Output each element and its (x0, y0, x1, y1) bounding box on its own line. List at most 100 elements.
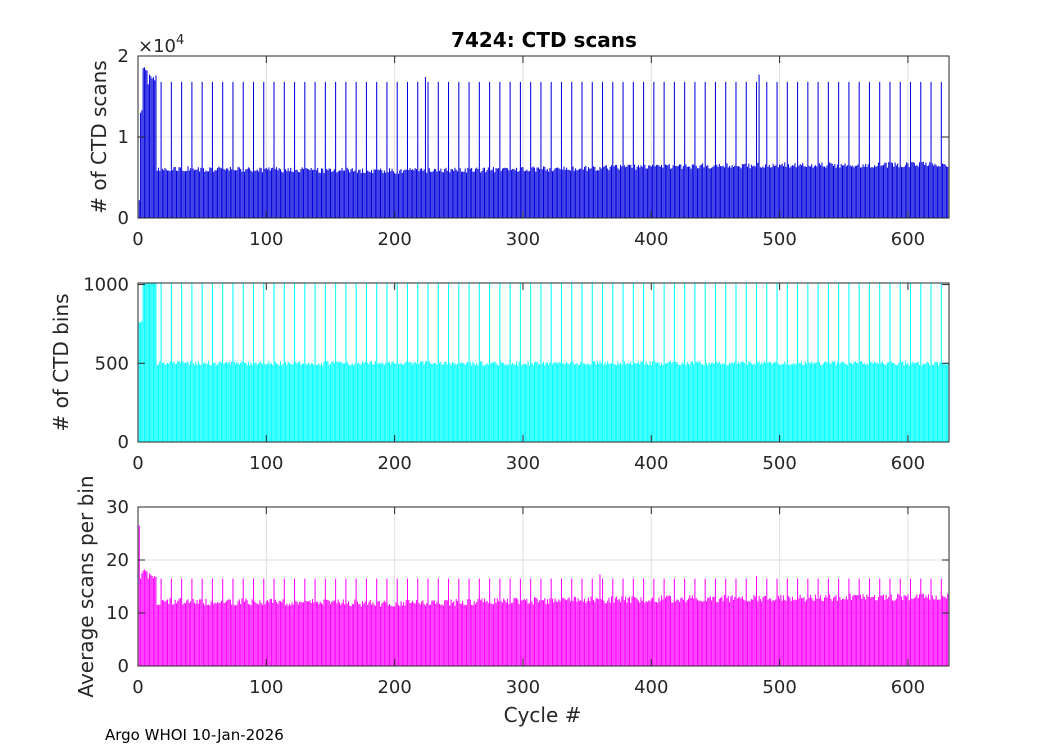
data-bar (544, 166, 546, 218)
data-bar (260, 362, 262, 442)
data-bar (246, 168, 248, 218)
data-bar (868, 283, 870, 442)
data-bar (566, 167, 568, 218)
data-bar (435, 363, 437, 442)
data-bar (483, 365, 485, 442)
data-bar (752, 166, 754, 218)
data-bar (482, 365, 484, 442)
data-bar (242, 81, 244, 218)
data-bar (804, 361, 806, 442)
data-bar (346, 167, 348, 218)
data-bar (906, 162, 908, 218)
data-bar (838, 81, 840, 218)
data-bar (832, 165, 835, 218)
data-bar (771, 601, 773, 666)
data-bar (183, 602, 185, 666)
data-bar (898, 362, 900, 442)
data-bar (789, 597, 791, 666)
data-bar (731, 595, 733, 666)
data-bar (926, 165, 928, 218)
data-bar (395, 173, 397, 218)
data-bar (457, 363, 459, 442)
data-bar (883, 363, 885, 442)
data-bar (942, 363, 944, 442)
data-bar (508, 170, 510, 218)
data-bar (455, 598, 457, 666)
data-bar (427, 81, 429, 218)
data-bar (360, 364, 362, 442)
data-bar (317, 167, 319, 218)
data-bar (921, 162, 923, 218)
data-bar (265, 364, 267, 442)
data-bar (413, 602, 415, 666)
data-bar (513, 364, 515, 442)
x-tick-label: 500 (762, 229, 796, 250)
data-bar (712, 166, 714, 218)
data-bar (871, 362, 873, 442)
data-bar (680, 364, 682, 442)
data-bar (509, 81, 511, 218)
y-axis-label: Average scans per bin (74, 475, 98, 697)
x-tick-label: 300 (506, 453, 540, 474)
data-bar (355, 578, 357, 666)
data-bar (192, 168, 194, 218)
data-bar (233, 605, 235, 666)
data-bar (764, 596, 767, 666)
data-bar (227, 168, 229, 218)
data-bar (160, 81, 162, 218)
data-bar (294, 283, 296, 442)
data-bar (363, 363, 365, 442)
data-bar (226, 168, 228, 218)
data-bar (730, 363, 732, 442)
data-bar (200, 599, 202, 666)
data-bar (672, 602, 674, 666)
data-bar (436, 364, 438, 442)
data-bar (498, 365, 500, 442)
data-bar (441, 171, 443, 218)
data-bar (557, 601, 559, 666)
data-bar (630, 602, 632, 666)
data-bar (545, 170, 547, 218)
data-bar (610, 596, 613, 666)
data-bar (364, 601, 366, 666)
data-bar (709, 596, 711, 666)
data-bar (894, 364, 896, 442)
data-bar (222, 578, 224, 666)
data-bar (713, 363, 715, 442)
data-bar (463, 604, 465, 666)
data-bar (908, 600, 910, 666)
data-bar (371, 361, 373, 442)
data-bar (554, 598, 556, 666)
data-bar (301, 167, 303, 218)
data-bar (917, 597, 919, 666)
data-bar (276, 363, 278, 442)
data-bar (269, 599, 271, 666)
data-bar (532, 166, 534, 218)
data-bar (512, 362, 514, 442)
data-bar (731, 165, 733, 218)
data-bar (338, 602, 340, 666)
data-bar (168, 170, 170, 218)
data-bar (419, 168, 421, 218)
data-bar (785, 364, 787, 442)
data-bar (836, 361, 838, 442)
data-bar (861, 598, 863, 666)
data-bar (426, 172, 428, 218)
data-bar (600, 168, 602, 218)
data-bar (670, 168, 672, 218)
data-bar (729, 165, 731, 218)
data-bar (243, 171, 246, 218)
data-bar (587, 167, 589, 218)
data-bar (859, 594, 861, 666)
data-bar (806, 599, 808, 666)
data-bar (892, 163, 894, 218)
data-bar (208, 604, 210, 666)
data-bar (747, 166, 749, 218)
data-bar (413, 362, 415, 442)
data-bar (927, 165, 929, 218)
data-bar (408, 170, 410, 218)
data-bar (636, 599, 638, 666)
data-bar (571, 578, 573, 666)
data-bar (392, 606, 394, 666)
data-bar (725, 578, 727, 666)
